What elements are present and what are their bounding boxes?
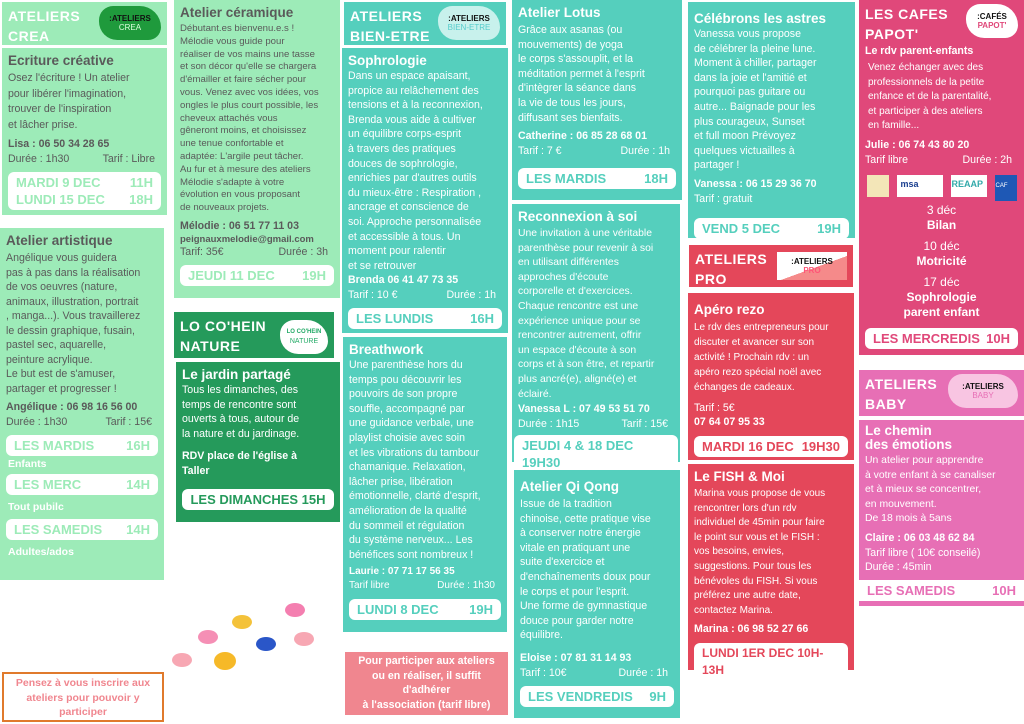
date-pill: MARDI 16 DEC 19H30 xyxy=(694,436,848,457)
cafes-papot-logo: :CAFÉS PAPOT' xyxy=(966,4,1018,38)
session: 3 déc Bilan xyxy=(926,202,957,232)
notice-adhesion: Pour participer aux ateliers ou en réali… xyxy=(345,652,508,715)
header-ateliers-crea: ATELIERS CREA :ATELIERS CREA xyxy=(2,2,167,45)
partner-logos: msa REAAP CAF xyxy=(865,174,1018,201)
date-pill: LES MERC 14H xyxy=(6,474,158,495)
header-ateliers-pro: ATELIERS PRO :ATELIERS PRO xyxy=(689,245,853,287)
header-ateliers-bien-etre: ATELIERS BIEN-ETRE :ATELIERS BIEN-ETRE xyxy=(344,2,506,45)
date-pill: LES VENDREDIS 9H xyxy=(520,685,674,707)
card-cafes-papot: LES CAFES PAPOT' :CAFÉS PAPOT' Le rdv par… xyxy=(859,0,1024,355)
card-reconnexion-a-soi: Reconnexion à soi Une invitation à une v… xyxy=(512,204,680,474)
fish-icon xyxy=(214,652,236,670)
date-pill: LES DIMANCHES 15H xyxy=(182,489,334,510)
session: 17 déc Sophrologie parent enfant xyxy=(903,274,980,319)
notice-inscription: Pensez à vous inscrire aux ateliers pour… xyxy=(2,672,164,722)
nature-logo: LO CO'HEIN NATURE xyxy=(280,320,328,354)
card-sophrologie: Sophrologie Dans un espace apaisant, pro… xyxy=(342,48,508,333)
fish-icon xyxy=(232,615,252,629)
date-pill: LES MARDIS 18H xyxy=(518,168,676,190)
date-pill: LES MERCREDIS 10H xyxy=(865,327,1018,349)
ateliers-crea-logo: :ATELIERS CREA xyxy=(99,6,161,40)
card-jardin-partage: Le jardin partagé Tous les dimanches, de… xyxy=(176,362,340,522)
date-pill: LES MARDIS 16H xyxy=(6,435,158,456)
email-link[interactable]: peignauxmelodie@gmail.com xyxy=(180,233,314,245)
card-chemin-des-emotions: Le chemin des émotions Un atelier pour a… xyxy=(859,420,1024,606)
card-atelier-ceramique: Atelier céramique Débutant.es bienvenu.e… xyxy=(174,0,340,298)
card-breathwork: Breathwork Une parenthèse hors du temps … xyxy=(343,337,507,632)
card-atelier-artistique: Atelier artistique Angélique vous guider… xyxy=(0,228,164,580)
partner-logo xyxy=(866,174,889,197)
card-atelier-qi-qong: Atelier Qi Qong Issue de la tradition ch… xyxy=(514,470,680,718)
header-ateliers-baby: ATELIERS BABY :ATELIERS BABY xyxy=(859,370,1024,416)
pro-logo: :ATELIERS PRO xyxy=(777,252,847,280)
card-atelier-lotus: Atelier Lotus Grâce aux asanas (ou mouve… xyxy=(512,0,682,200)
date-pill: LUNDI 1ER DEC 10H-13H xyxy=(694,643,848,682)
card-apero-rezo: Apéro rezo Le rdv des entrepreneurs pour… xyxy=(688,293,854,460)
fish-icon xyxy=(198,630,218,644)
date-pill: JEUDI 11 DEC 19H xyxy=(180,264,334,286)
date-pill: LES LUNDIS 16H xyxy=(348,308,502,330)
date-pill: JEUDI 4 & 18 DEC 19H30 xyxy=(514,435,678,474)
baby-logo: :ATELIERS BABY xyxy=(948,374,1018,408)
fish-icon xyxy=(294,632,314,646)
header-lo-cohein-nature: LO CO'HEIN NATURE LO CO'HEIN NATURE xyxy=(174,312,334,358)
fish-icon xyxy=(285,603,305,617)
bien-etre-logo: :ATELIERS BIEN-ETRE xyxy=(438,6,500,40)
date-pill: MARDI 9 DEC 11H LUNDI 15 DEC 18H xyxy=(8,172,161,210)
partner-logo-caf: CAF xyxy=(994,174,1017,201)
card-ecriture-creative: Ecriture créative Osez l'écriture ! Un a… xyxy=(2,48,167,215)
date-pill: LUNDI 8 DEC 19H xyxy=(349,599,501,621)
session: 10 déc Motricité xyxy=(916,238,967,268)
fish-icon xyxy=(172,653,192,667)
partner-logo-msa: msa xyxy=(896,174,943,197)
date-pill: LES SAMEDIS 10H xyxy=(859,579,1024,601)
card-title: Ecriture créative xyxy=(8,53,114,68)
partner-logo-reaap: REAAP xyxy=(950,174,987,197)
card-le-fish-et-moi: Le FISH & Moi Marina vous propose de vou… xyxy=(688,464,854,682)
card-celebrons-les-astres: Célébrons les astres Vanessa vous propos… xyxy=(688,2,855,239)
fish-icon xyxy=(256,637,276,651)
date-pill: LES SAMEDIS 14H xyxy=(6,519,158,540)
date-pill: VEND 5 DEC 19H xyxy=(694,217,849,239)
